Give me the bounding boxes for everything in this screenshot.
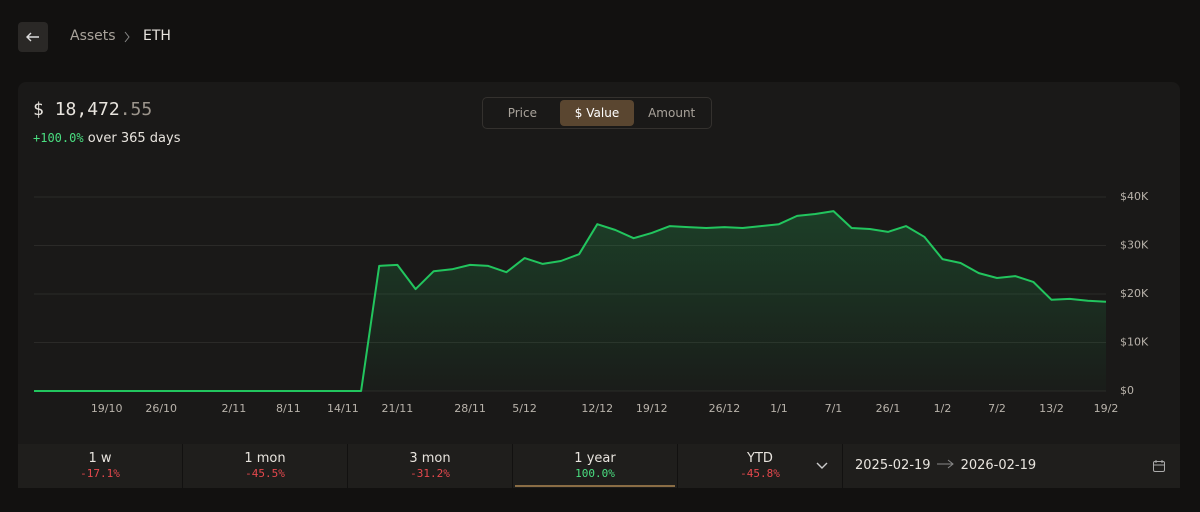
period-text: over 365 days: [87, 131, 181, 146]
date-from: 2025-02-19: [855, 458, 931, 473]
x-tick-label: 28/11: [454, 402, 486, 415]
y-tick-label: $20K: [1120, 287, 1149, 300]
x-tick-label: 13/2: [1039, 402, 1064, 415]
chevron-path: [816, 462, 828, 469]
breadcrumb-link[interactable]: Assets: [70, 28, 116, 44]
period-label: 1 mon: [244, 451, 286, 466]
x-tick-label: 12/12: [581, 402, 613, 415]
chart: $0 $10K $20K $30K $40K 19/10 26/10 2/11 8/11 14/1…: [34, 190, 1149, 415]
range-arrow: [936, 459, 954, 469]
view-tabs: Price $ Value Amount: [482, 97, 712, 129]
period-change: -17.1%: [80, 467, 120, 480]
value-integer: 18,472: [54, 99, 120, 120]
x-tick-label: 7/1: [825, 402, 843, 415]
x-tick-label: 1/2: [934, 402, 952, 415]
period-button[interactable]: YTD -45.8%: [678, 444, 843, 488]
x-tick-label: 26/10: [145, 402, 177, 415]
x-tick-label: 19/12: [636, 402, 668, 415]
back-icon: [26, 32, 39, 42]
period-change: -45.8%: [740, 467, 780, 480]
x-tick-label: 2/11: [222, 402, 247, 415]
x-tick-label: 26/12: [709, 402, 741, 415]
period-label: 1 w: [88, 451, 112, 466]
total-value: $ 18,472.55: [33, 99, 152, 120]
x-tick-label: 1/1: [770, 402, 788, 415]
date-to: 2026-02-19: [960, 458, 1037, 473]
arrow-path: [936, 459, 954, 469]
period-change: -31.2%: [410, 467, 450, 480]
y-tick-label: $0: [1120, 384, 1134, 397]
x-tick-label: 26/1: [876, 402, 901, 415]
period-label: 3 mon: [409, 451, 451, 466]
currency: $: [33, 99, 44, 120]
y-tick-label: $30K: [1120, 239, 1149, 252]
view-tab[interactable]: Price: [507, 106, 537, 120]
period-bar: 1 w -17.1% 1 mon -45.5% 3 mon -31.2% 1 year 100…: [18, 444, 1180, 488]
value-decimals: .55: [119, 99, 153, 120]
x-tick-label: 14/11: [327, 402, 359, 415]
back-button[interactable]: [18, 22, 48, 52]
view-tab[interactable]: $ Value: [559, 100, 635, 126]
period-change: -45.5%: [245, 467, 285, 480]
view-tab[interactable]: Amount: [648, 106, 696, 120]
x-tick-label: 8/11: [276, 402, 301, 415]
x-tick-label: 19/2: [1094, 402, 1119, 415]
area: [34, 211, 1106, 391]
x-tick-label: 5/12: [512, 402, 537, 415]
period-button[interactable]: 1 w -17.1%: [18, 444, 183, 488]
period-button[interactable]: 1 mon -45.5%: [183, 444, 348, 488]
breadcrumb-chevron: [124, 31, 130, 43]
x-tick-label: 19/10: [91, 402, 123, 415]
change: +100.0%: [33, 131, 84, 145]
date-range[interactable]: 2025-02-19 2026-02-19: [843, 444, 1180, 488]
period-button[interactable]: 3 mon -31.2%: [348, 444, 513, 488]
period-label: YTD: [747, 451, 773, 466]
calendar-icon: [1153, 460, 1165, 472]
change-row: +100.0% over 365 days: [33, 131, 180, 146]
calendar-lines: [1153, 460, 1165, 466]
period-label: 1 year: [574, 451, 616, 466]
y-tick-label: $10K: [1120, 336, 1149, 349]
x-tick-label: 7/2: [988, 402, 1006, 415]
x-tick-label: 21/11: [382, 402, 414, 415]
dropdown-chevron: [816, 462, 828, 469]
period-button[interactable]: 1 year 100.0%: [513, 444, 678, 488]
period-change: 100.0%: [575, 467, 615, 480]
line: [34, 210, 1107, 392]
y-tick-label: $40K: [1120, 190, 1149, 203]
calendar-shape: [1153, 461, 1165, 472]
breadcrumb-current: ETH: [143, 28, 171, 44]
